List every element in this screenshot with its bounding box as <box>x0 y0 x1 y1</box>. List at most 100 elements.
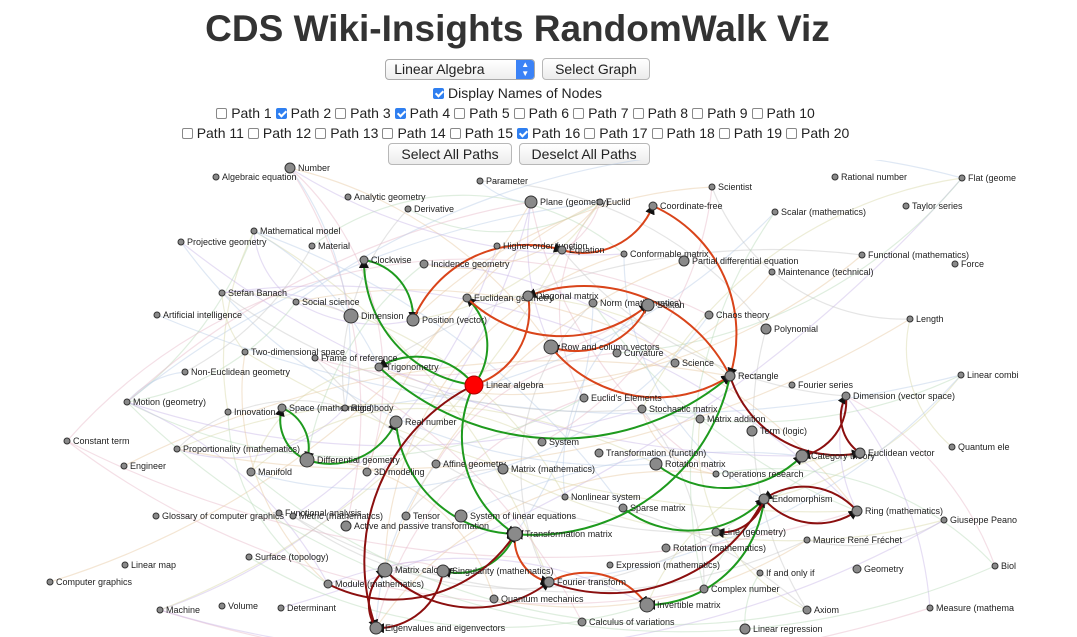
node-circle[interactable] <box>852 564 862 574</box>
node-circle[interactable] <box>359 255 369 265</box>
graph-node[interactable]: Affine geometry <box>431 459 506 469</box>
graph-node[interactable]: Volume <box>218 601 258 611</box>
node-circle[interactable] <box>524 195 538 209</box>
graph-node[interactable]: Geometry <box>852 564 904 574</box>
graph-select[interactable]: Linear Algebra ▲ ▼ <box>385 58 536 80</box>
graph-node[interactable]: Projective geometry <box>177 237 267 247</box>
path-checkbox[interactable] <box>516 128 528 139</box>
path-option[interactable]: Path 4 <box>394 105 450 121</box>
node-circle[interactable] <box>299 452 315 468</box>
node-circle[interactable] <box>746 425 758 437</box>
node-circle[interactable] <box>277 604 285 612</box>
node-circle[interactable] <box>404 205 412 213</box>
node-circle[interactable] <box>579 393 589 403</box>
path-checkbox[interactable] <box>247 128 259 139</box>
node-circle[interactable] <box>648 201 658 211</box>
node-circle[interactable] <box>493 242 501 250</box>
graph-node[interactable]: Soliton <box>641 298 685 312</box>
graph-node[interactable]: Linear map <box>121 560 176 570</box>
graph-node[interactable]: Measure (mathema <box>926 603 1014 613</box>
graph-node[interactable]: Social science <box>292 297 360 307</box>
node-circle[interactable] <box>389 415 403 429</box>
node-circle[interactable] <box>831 173 839 181</box>
path-checkbox[interactable] <box>513 108 525 119</box>
path-option[interactable]: Path 1 <box>216 105 272 121</box>
graph-node[interactable]: Linear algebra <box>464 375 544 395</box>
node-circle[interactable] <box>678 255 690 267</box>
node-circle[interactable] <box>795 449 809 463</box>
node-circle[interactable] <box>951 260 959 268</box>
graph-node[interactable]: Module (mathematics) <box>323 579 424 589</box>
graph-node[interactable]: Algebraic equation <box>212 172 297 182</box>
graph-node[interactable]: Fourier series <box>788 380 854 390</box>
node-circle[interactable] <box>173 445 181 453</box>
node-circle[interactable] <box>771 208 779 216</box>
graph-node[interactable]: Fourier transform <box>543 576 626 588</box>
graph-node[interactable]: Category theory <box>795 449 876 463</box>
node-circle[interactable] <box>454 509 468 523</box>
node-circle[interactable] <box>704 310 714 320</box>
node-circle[interactable] <box>768 268 776 276</box>
graph-node[interactable]: Trigonometry <box>374 362 439 372</box>
node-circle[interactable] <box>152 512 160 520</box>
node-circle[interactable] <box>712 470 720 478</box>
graph-node[interactable]: Surface (topology) <box>245 552 329 562</box>
graph-node[interactable]: Rigid body <box>341 403 394 413</box>
node-circle[interactable] <box>341 404 349 412</box>
node-circle[interactable] <box>661 543 671 553</box>
node-circle[interactable] <box>594 448 604 458</box>
graph-node[interactable]: Quantum mechanics <box>489 594 584 604</box>
graph-node[interactable]: Active and passive transformation <box>340 520 489 532</box>
path-option[interactable]: Path 2 <box>275 105 331 121</box>
graph-node[interactable]: Matrix addition <box>695 414 766 424</box>
graph-node[interactable]: Metric (mathematics) <box>289 511 383 521</box>
graph-node[interactable]: Giuseppe Peano <box>940 515 1017 525</box>
node-circle[interactable] <box>250 227 258 235</box>
node-circle[interactable] <box>377 562 393 578</box>
graph-node[interactable]: Determinant <box>277 603 337 613</box>
node-circle[interactable] <box>464 375 484 395</box>
node-circle[interactable] <box>851 505 863 517</box>
node-circle[interactable] <box>181 368 189 376</box>
node-circle[interactable] <box>120 462 128 470</box>
select-graph-button[interactable]: Select Graph <box>542 58 650 80</box>
graph-node[interactable]: Rectangle <box>724 370 779 382</box>
path-checkbox[interactable] <box>573 108 585 119</box>
graph-node[interactable]: Polynomial <box>760 323 818 335</box>
graph-node[interactable]: Mathematical model <box>250 226 341 236</box>
node-circle[interactable] <box>537 437 547 447</box>
graph-node[interactable]: Linear regression <box>739 623 823 635</box>
node-circle[interactable] <box>858 251 866 259</box>
graph-node[interactable]: Singularity (mathematics) <box>436 564 554 578</box>
node-circle[interactable] <box>926 604 934 612</box>
node-circle[interactable] <box>277 403 287 413</box>
path-checkbox[interactable] <box>315 128 327 139</box>
graph-node[interactable]: Innovation <box>224 407 276 417</box>
node-circle[interactable] <box>401 511 411 521</box>
node-circle[interactable] <box>436 564 450 578</box>
path-checkbox[interactable] <box>181 128 193 139</box>
node-circle[interactable] <box>639 597 655 613</box>
graph-node[interactable]: Manifold <box>246 467 292 477</box>
graph-node[interactable]: Invertible matrix <box>639 597 721 613</box>
node-circle[interactable] <box>606 561 614 569</box>
node-circle[interactable] <box>406 313 420 327</box>
node-circle[interactable] <box>431 459 441 469</box>
graph-node[interactable]: Force <box>951 259 984 269</box>
node-circle[interactable] <box>374 362 384 372</box>
graph-node[interactable]: Partial differential equation <box>678 255 798 267</box>
graph-node[interactable]: Matrix (mathematics) <box>497 463 595 475</box>
node-circle[interactable] <box>577 617 587 627</box>
node-circle[interactable] <box>507 526 523 542</box>
node-circle[interactable] <box>756 569 764 577</box>
graph-node[interactable]: Curvature <box>612 348 664 358</box>
node-circle[interactable] <box>275 509 283 517</box>
graph-node[interactable]: Dimension <box>343 308 404 324</box>
node-circle[interactable] <box>802 605 812 615</box>
path-option[interactable]: Path 14 <box>382 125 446 141</box>
graph-node[interactable]: Row and column vectors <box>543 339 660 355</box>
graph-node[interactable]: Stefan Banach <box>218 288 287 298</box>
path-option[interactable]: Path 11 <box>181 125 244 141</box>
graph-node[interactable]: Conformable matrix <box>620 249 709 259</box>
path-option[interactable]: Path 19 <box>718 125 782 141</box>
